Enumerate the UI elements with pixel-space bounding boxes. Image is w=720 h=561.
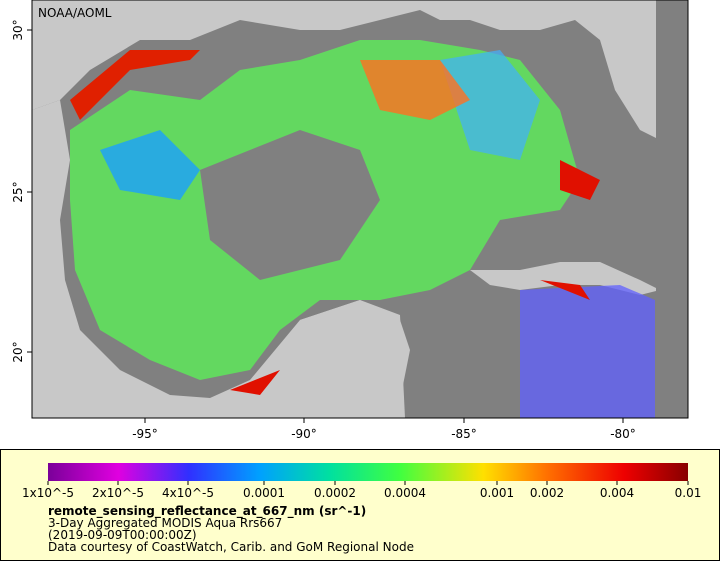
- map-frame: [31, 0, 689, 419]
- legend-line: 3-Day Aggregated MODIS Aqua Rrs667: [48, 516, 282, 530]
- lon-label: -80°: [610, 427, 636, 441]
- data-field: [360, 60, 470, 120]
- colorbar-label: 0.01: [675, 486, 702, 500]
- colorbar-label: 1x10^-5: [22, 486, 74, 500]
- colorbar-label: 0.0001: [243, 486, 285, 500]
- colorbar-label: 0.0002: [314, 486, 356, 500]
- coastal-band: [230, 160, 600, 395]
- lon-label: -85°: [451, 427, 477, 441]
- coastal-band: [70, 50, 200, 120]
- land-us: [32, 0, 688, 140]
- colorbar: [48, 463, 688, 481]
- land-yucatan: [300, 300, 405, 418]
- data-field: [440, 50, 540, 160]
- data-field: [100, 130, 200, 200]
- map: NOAA/AOML: [31, 0, 689, 419]
- no-data: [656, 0, 688, 418]
- legend-line: Data courtesy of CoastWatch, Carib. and …: [48, 540, 414, 554]
- lon-label: -90°: [291, 427, 317, 441]
- no-data: [200, 130, 380, 280]
- colorbar-label: 0.002: [530, 486, 564, 500]
- watermark: NOAA/AOML: [38, 6, 112, 20]
- lat-label: 30°: [11, 19, 25, 40]
- colorbar-label: 0.0004: [384, 486, 426, 500]
- legend-line: (2019-09-09T00:00:00Z): [48, 528, 197, 542]
- colorbar-label: 2x10^-5: [92, 486, 144, 500]
- data-field: [520, 285, 655, 418]
- lat-label: 25°: [11, 181, 25, 202]
- colorbar-label: 0.001: [480, 486, 514, 500]
- colorbar-label: 4x10^-5: [162, 486, 214, 500]
- lon-label: -95°: [132, 427, 158, 441]
- lat-label: 20°: [11, 341, 25, 362]
- legend-variable: remote_sensing_reflectance_at_667_nm (sr…: [48, 504, 366, 519]
- colorbar-label: 0.004: [600, 486, 634, 500]
